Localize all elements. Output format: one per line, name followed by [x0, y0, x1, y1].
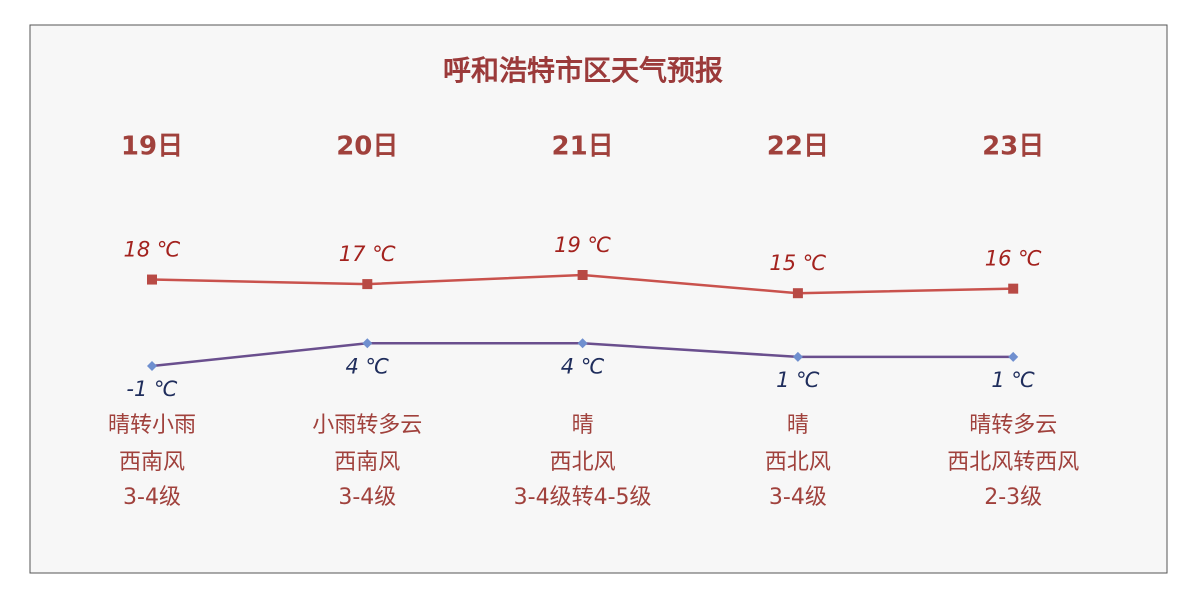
value-label: 1 ℃ [991, 368, 1035, 392]
frame [29, 24, 1168, 574]
weather-label: 小雨转多云 [312, 413, 422, 438]
wind-level-label: 3-4级 [338, 485, 396, 510]
value-label: 18 ℃ [124, 238, 181, 262]
marker [577, 270, 588, 280]
marker [147, 361, 157, 371]
wind-label: 西北风 [550, 450, 616, 475]
date-label: 21日 [552, 132, 614, 162]
date-label: 19日 [121, 132, 183, 162]
value-label: 17 ℃ [339, 242, 396, 266]
chart-title: 呼和浩特市区天气预报 [443, 54, 723, 87]
wind-label: 西北风转西风 [947, 450, 1079, 475]
marker [792, 351, 803, 362]
weather-label: 晴转小雨 [108, 413, 196, 438]
wind-label: 西南风 [119, 450, 185, 475]
wind-label: 西南风 [334, 450, 400, 475]
marker [362, 279, 373, 290]
marker [577, 338, 588, 349]
wind-level-label: 2-3级 [984, 485, 1042, 510]
marker [147, 274, 157, 285]
wind-label: 西北风 [765, 450, 831, 475]
marker [792, 288, 803, 299]
value-label: -1 ℃ [126, 377, 178, 401]
wind-level-label: 3-4级 [123, 485, 181, 510]
value-label: 1 ℃ [776, 368, 820, 392]
marker [1008, 283, 1019, 294]
weather-label: 晴转多云 [969, 413, 1057, 438]
value-label: 15 ℃ [769, 251, 826, 275]
marker [362, 338, 373, 349]
marker [1008, 351, 1019, 362]
date-label: 20日 [336, 132, 398, 162]
wind-level-label: 3-4级转4-5级 [514, 485, 652, 510]
wind-level-label: 3-4级 [769, 485, 827, 510]
date-label: 22日 [767, 132, 829, 162]
weather-label: 晴 [787, 413, 809, 438]
date-label: 23日 [982, 132, 1044, 162]
value-label: 16 ℃ [985, 247, 1042, 271]
weather-label: 晴 [572, 413, 594, 438]
value-label: 4 ℃ [345, 354, 389, 378]
value-label: 19 ℃ [554, 233, 611, 257]
value-label: 4 ℃ [561, 354, 605, 378]
